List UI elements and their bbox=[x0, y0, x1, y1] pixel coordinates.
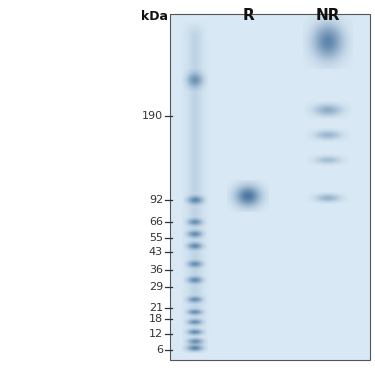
Text: 18: 18 bbox=[149, 314, 163, 324]
Text: 55: 55 bbox=[149, 233, 163, 243]
Text: 36: 36 bbox=[149, 265, 163, 275]
Text: 21: 21 bbox=[149, 303, 163, 313]
Text: 66: 66 bbox=[149, 217, 163, 227]
Text: R: R bbox=[242, 8, 254, 23]
Text: kDa: kDa bbox=[141, 10, 168, 23]
Text: 29: 29 bbox=[149, 282, 163, 292]
Text: 43: 43 bbox=[149, 247, 163, 257]
Text: 92: 92 bbox=[149, 195, 163, 205]
Bar bbox=[170, 14, 370, 360]
Text: 6: 6 bbox=[156, 345, 163, 355]
Text: NR: NR bbox=[316, 8, 340, 23]
Text: 12: 12 bbox=[149, 329, 163, 339]
Text: 190: 190 bbox=[142, 111, 163, 121]
